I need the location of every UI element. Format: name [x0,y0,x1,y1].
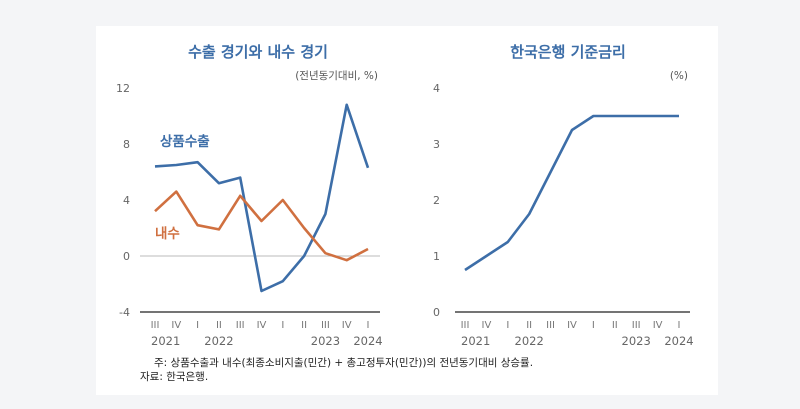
x-tick-label: III [546,320,555,331]
source-note: 자료: 한국은행. [140,371,209,383]
x-tick-label: IV [171,320,181,331]
y-tick-label: 0 [123,250,130,263]
x-tick-label: II [526,320,532,331]
unit-label: (전년동기대비, %) [295,70,378,82]
year-label: 2022 [204,334,233,348]
x-tick-label: I [281,320,284,331]
year-label: 2023 [622,334,651,348]
x-tick-label: II [301,320,307,331]
x-tick-label: III [151,320,160,331]
x-tick-label: III [236,320,245,331]
series-label: 상품수출 [160,133,210,150]
x-tick-label: I [196,320,199,331]
x-tick-label: I [367,320,370,331]
y-tick-label: 3 [433,138,440,151]
year-label: 2021 [151,334,180,348]
year-label: 2023 [311,334,340,348]
x-tick-label: III [321,320,330,331]
y-tick-label: 0 [433,306,440,319]
series-line [154,190,369,262]
x-tick-label: III [461,320,470,331]
chart-title: 한국은행 기준금리 [510,43,626,61]
y-tick-label: 4 [123,194,130,207]
year-label: 2024 [353,334,382,348]
x-tick-label: I [678,320,681,331]
x-tick-label: IV [342,320,352,331]
y-tick-label: 1 [433,250,440,263]
x-tick-label: II [216,320,222,331]
footnote: 주: 상품수출과 내수(최종소비지출(민간) + 총고정투자(민간))의 전년동… [154,357,534,369]
x-tick-label: I [592,320,595,331]
unit-label: (%) [670,70,688,82]
series-label: 내수 [155,226,180,242]
chart-title: 수출 경기와 내수 경기 [188,43,328,61]
year-label: 2024 [664,334,693,348]
series-line [154,103,370,293]
x-tick-label: IV [653,320,663,331]
x-tick-label: II [612,320,618,331]
y-tick-label: -4 [119,306,130,319]
x-tick-label: I [506,320,509,331]
y-tick-label: 2 [433,194,440,207]
x-tick-label: III [632,320,641,331]
series-line [464,114,679,272]
y-tick-label: 12 [116,82,130,95]
y-tick-label: 4 [433,82,440,95]
x-tick-label: IV [482,320,492,331]
year-label: 2021 [461,334,490,348]
x-tick-label: IV [567,320,577,331]
y-tick-label: 8 [123,138,130,151]
chart-panel [96,26,718,395]
year-label: 2022 [515,334,544,348]
x-tick-label: IV [257,320,267,331]
